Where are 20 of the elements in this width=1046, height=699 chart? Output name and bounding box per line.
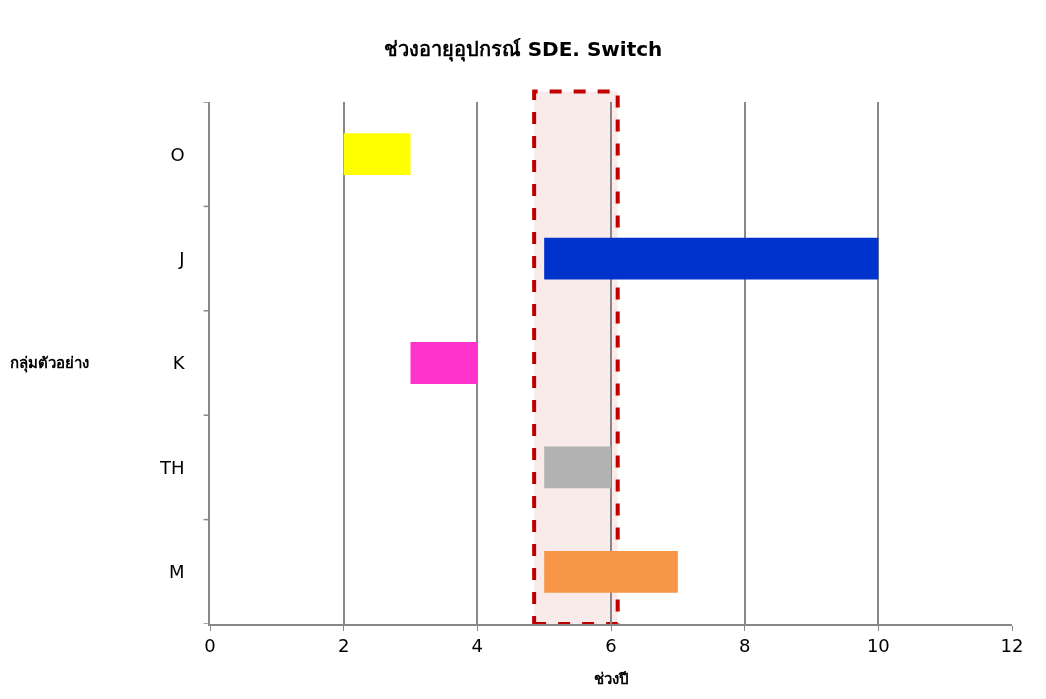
- bar: [544, 446, 611, 489]
- y-tick-label: TH: [159, 456, 185, 478]
- x-tick-label: 12: [1000, 635, 1024, 657]
- chart-title: ช่วงอายุอุปกรณ์ SDE. Switch: [383, 36, 663, 62]
- x-tick-label: 2: [337, 635, 350, 657]
- y-tick-label: K: [172, 352, 186, 374]
- x-tick-label: 6: [605, 635, 617, 657]
- y-tick-label: O: [170, 143, 185, 165]
- x-tick-label: 4: [471, 635, 484, 657]
- y-tick-label: J: [178, 247, 185, 269]
- y-tick-label: M: [169, 561, 185, 583]
- x-tick-label: 8: [738, 635, 751, 657]
- bar: [410, 342, 478, 384]
- bar: [343, 133, 411, 176]
- x-tick-label: 10: [866, 635, 890, 657]
- bar: [544, 550, 678, 593]
- x-tick-label: 0: [204, 635, 216, 657]
- x-axis-title: ช่วงปี: [593, 669, 629, 688]
- y-axis-title: กลุ่มตัวอย่าง: [10, 354, 89, 373]
- bar: [544, 237, 879, 280]
